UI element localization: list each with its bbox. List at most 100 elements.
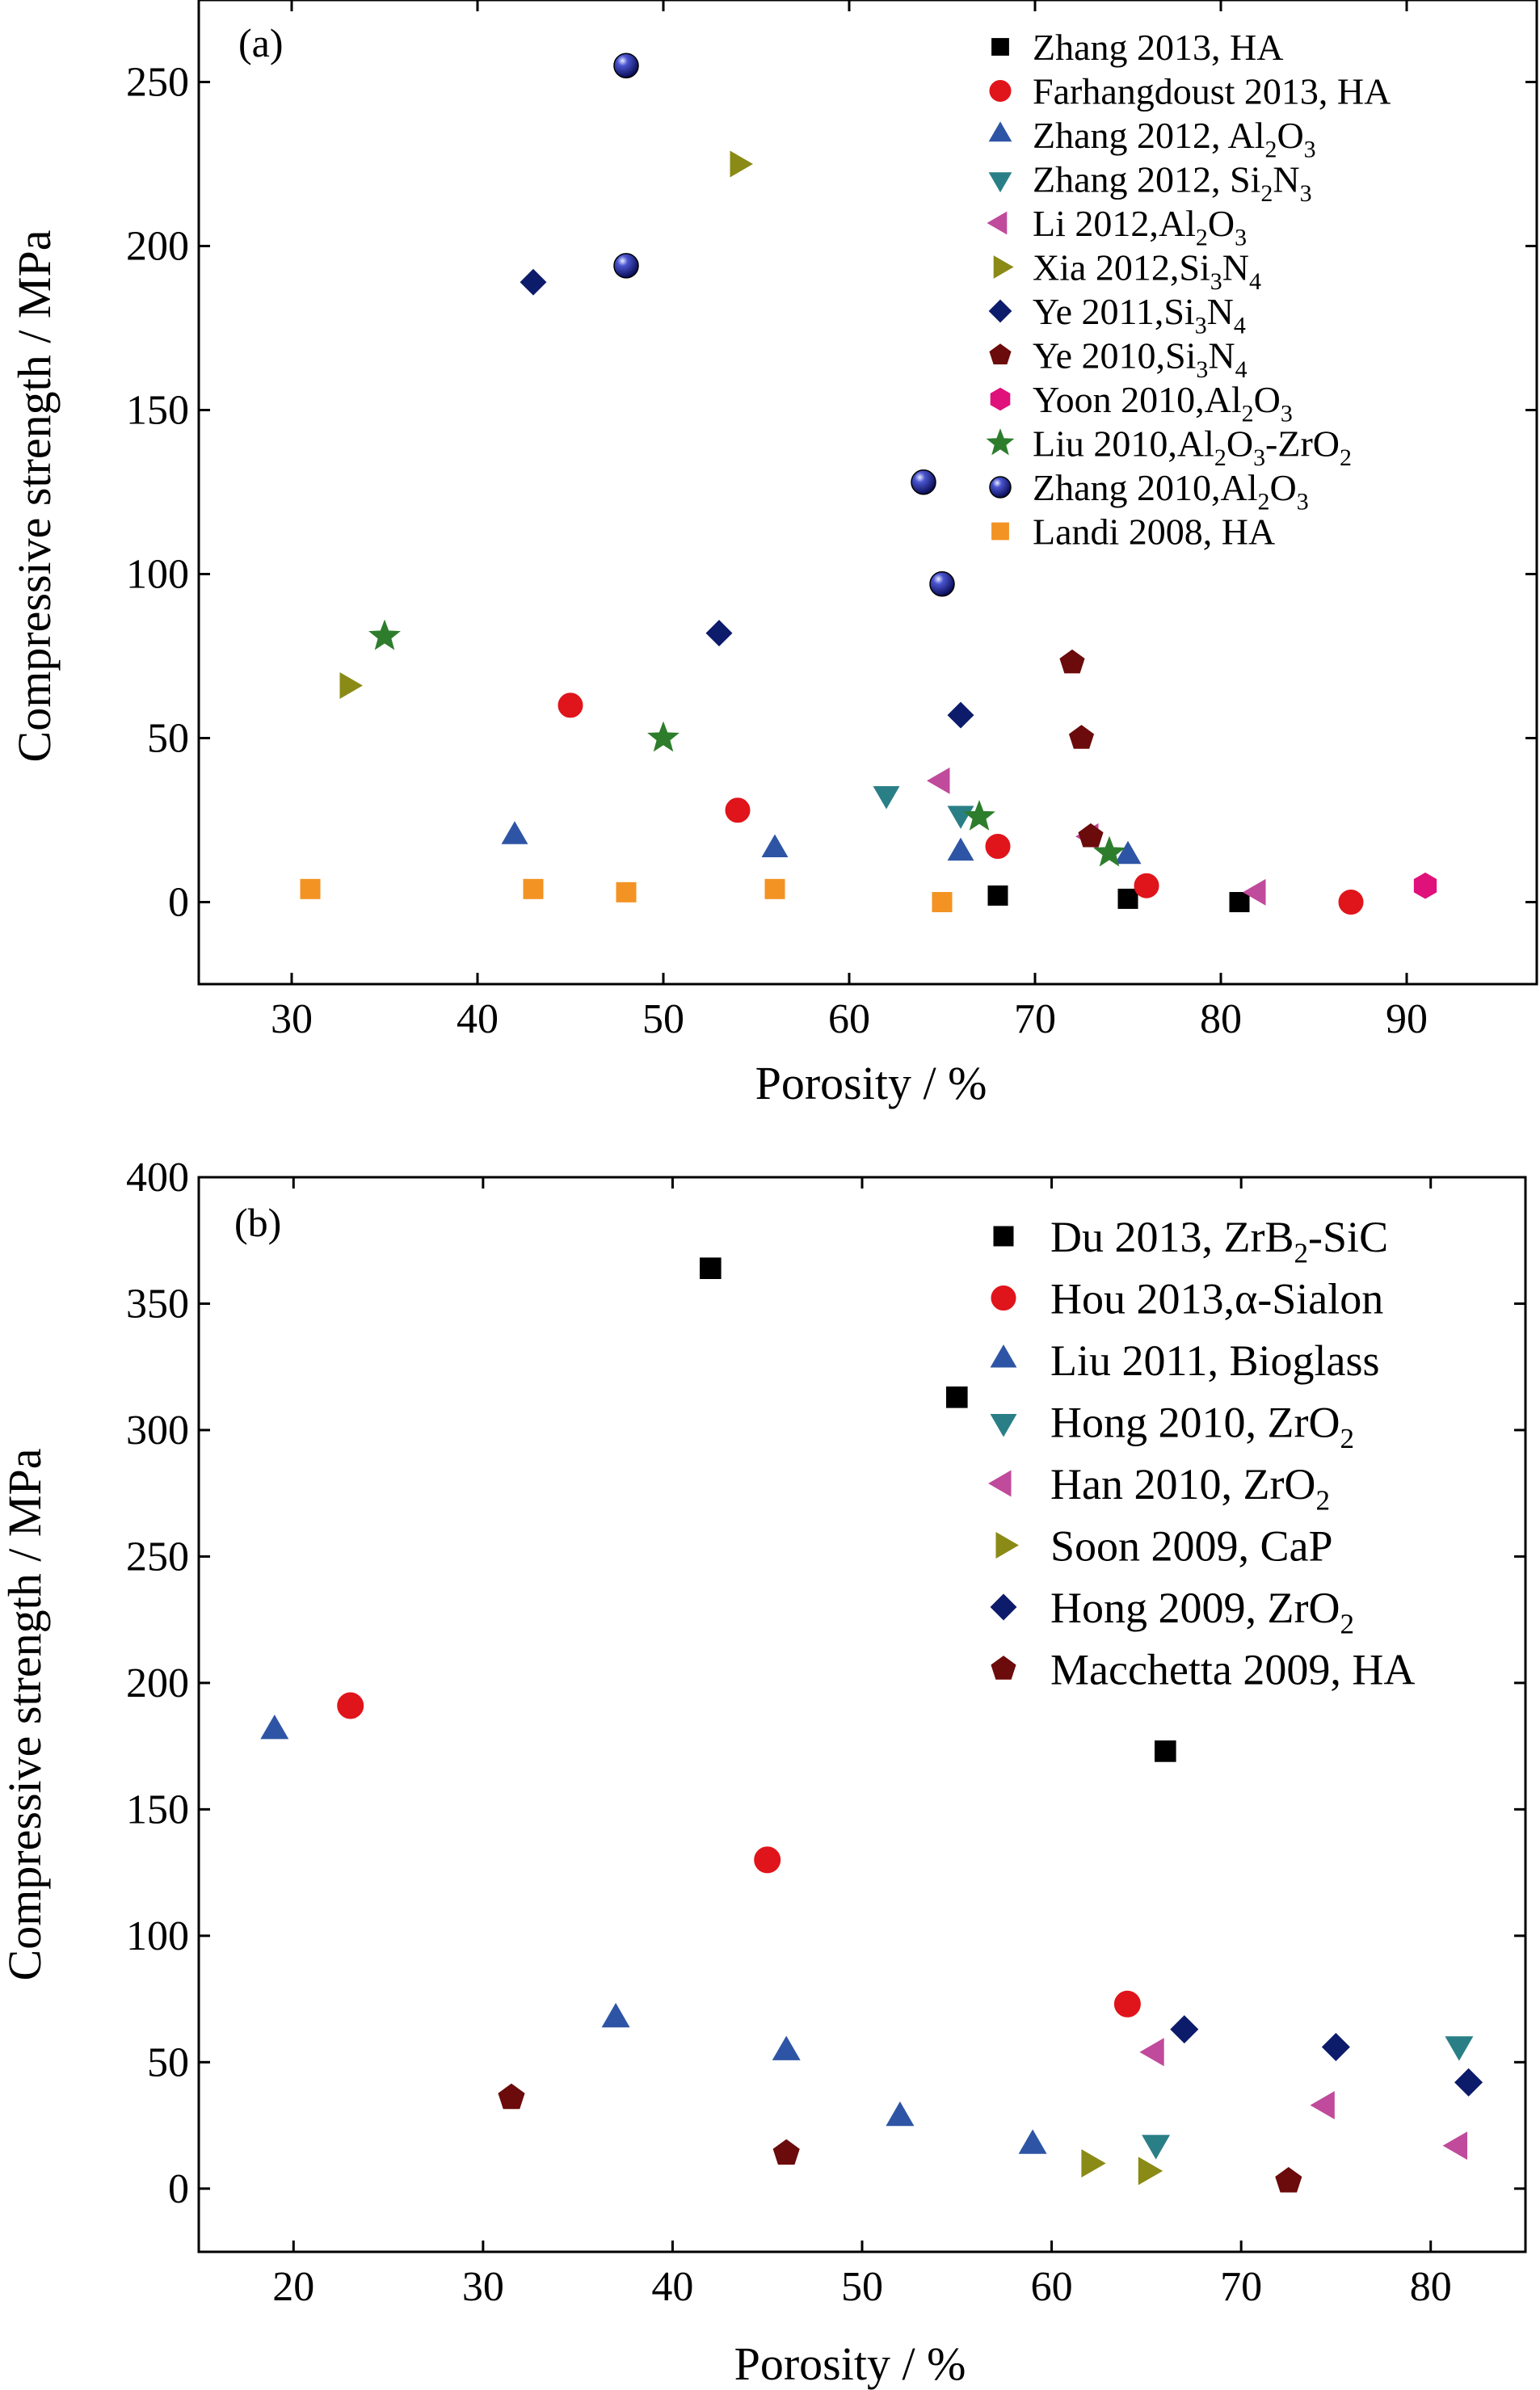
data-point <box>1068 725 1095 749</box>
data-point <box>1275 2166 1302 2193</box>
x-tick-label: 40 <box>457 996 499 1042</box>
legend-entry: Zhang 2012, Al2​O3​ <box>988 115 1316 163</box>
legend-marker <box>995 1532 1019 1559</box>
x-tick-label: 30 <box>271 996 313 1042</box>
x-tick-label: 30 <box>462 2264 504 2310</box>
legend-entry: Yoon 2010,Al2​O3​ <box>990 379 1293 427</box>
legend-label: Zhang 2012, Si2​N3​ <box>1033 159 1312 208</box>
legend-entry: Liu 2010,Al2​O3​-ZrO2​ <box>986 423 1352 472</box>
legend-label: Zhang 2010,Al2​O3​ <box>1033 467 1309 515</box>
data-point <box>647 721 680 752</box>
data-point <box>886 2101 915 2127</box>
data-point <box>1155 1740 1176 1762</box>
data-point <box>558 692 583 718</box>
legend-label: Macchetta 2009, HA <box>1050 1645 1415 1694</box>
panel-label-a: (a) <box>238 20 284 65</box>
legend-marker <box>991 38 1009 56</box>
legend-marker <box>993 1226 1014 1247</box>
legend-marker <box>991 1656 1016 1680</box>
data-point <box>730 150 753 178</box>
legend-label: Landi 2008, HA <box>1033 511 1275 553</box>
legend-label: Zhang 2012, Al2​O3​ <box>1033 115 1316 163</box>
data-point <box>1321 2032 1350 2062</box>
data-point <box>772 2035 801 2060</box>
data-point <box>1081 2149 1106 2178</box>
legend-label: Liu 2010,Al2​O3​-ZrO2​ <box>1033 423 1352 472</box>
data-point <box>1142 2135 1171 2160</box>
legend-entry: Han 2010, ZrO2​ <box>988 1460 1330 1517</box>
data-point <box>1243 878 1266 906</box>
data-point <box>1117 888 1138 909</box>
legend-label: Du 2013, ZrB2​-SiC <box>1050 1213 1388 1269</box>
data-point <box>1139 2038 1164 2067</box>
data-point <box>761 834 789 857</box>
y-tick-label: 250 <box>126 1534 189 1580</box>
x-ticks-b: 20 30 40 50 60 70 80 <box>272 1177 1452 2310</box>
data-point <box>337 1692 364 1719</box>
legend-marker <box>990 1344 1017 1368</box>
x-tick-label: 60 <box>828 996 870 1042</box>
legend-entry: Farhangdoust 2013, HA <box>989 71 1391 112</box>
y-tick-label: 150 <box>126 388 189 434</box>
data-point <box>1134 873 1159 898</box>
legend-marker <box>987 211 1008 235</box>
data-point <box>1138 2156 1163 2186</box>
y-tick-label: 250 <box>126 60 189 106</box>
x-tick-label: 70 <box>1220 2264 1262 2310</box>
legend-label: Han 2010, ZrO2​ <box>1050 1460 1330 1517</box>
data-point <box>1442 2131 1468 2161</box>
legend-entry: Ye 2011,Si3​N4​ <box>988 291 1246 339</box>
data-point <box>705 620 733 647</box>
panel-b: (b) 0 50 100 150 200 250 300 350 400 20 30 40 50 60 7… <box>0 1155 1527 2390</box>
data-point <box>772 2139 800 2165</box>
legend-entry: Zhang 2012, Si2​N3​ <box>988 159 1312 208</box>
legend-marker <box>988 121 1012 142</box>
data-point <box>613 53 639 78</box>
x-tick-label: 60 <box>1031 2264 1073 2310</box>
x-tick-label: 90 <box>1386 996 1428 1042</box>
x-ticks-a: 30 40 50 60 70 80 90 <box>271 0 1428 1042</box>
legend-entry: Soon 2009, CaP <box>995 1521 1333 1570</box>
data-point <box>911 469 936 495</box>
data-point <box>987 885 1008 906</box>
data-point <box>601 2002 630 2028</box>
legend-marker <box>988 172 1012 193</box>
legend-marker <box>989 80 1012 102</box>
data-point <box>1445 2036 1474 2061</box>
data-point <box>946 1386 968 1408</box>
data-point <box>613 253 639 279</box>
y-tick-label: 100 <box>126 1913 189 1959</box>
data-point <box>523 878 544 899</box>
data-point <box>260 1715 289 1740</box>
legend-entry: Zhang 2010,Al2​O3​ <box>989 467 1309 515</box>
data-point <box>1413 872 1437 899</box>
legend-marker <box>990 1414 1017 1437</box>
legend-label: Zhang 2013, HA <box>1033 27 1283 68</box>
legend-entry: Liu 2011, Bioglass <box>990 1336 1380 1385</box>
data-point <box>1170 2015 1199 2044</box>
x-tick-label: 80 <box>1410 2264 1452 2310</box>
legend-entry: Xia 2012,Si3​N4​ <box>993 247 1261 296</box>
data-point <box>1113 1990 1141 2018</box>
legend-label: Xia 2012,Si3​N4​ <box>1033 247 1261 296</box>
legend-label: Li 2012,Al2​O3​ <box>1033 203 1247 251</box>
data-point <box>947 837 974 861</box>
legend-label: Hong 2010, ZrO2​ <box>1050 1398 1354 1454</box>
legend-label: Yoon 2010,Al2​O3​ <box>1033 379 1293 427</box>
legend-entry: Hou 2013,α-Sialon <box>991 1274 1383 1323</box>
legend-entry: Landi 2008, HA <box>991 511 1275 553</box>
y-tick-label: 50 <box>147 716 189 762</box>
data-point <box>368 619 401 650</box>
points-a <box>300 53 1437 915</box>
legend-entry: Ye 2010,Si3​N4​ <box>989 335 1248 384</box>
data-point <box>699 1257 722 1279</box>
y-ticks-b: 0 50 100 150 200 250 300 350 400 <box>126 1155 1525 2212</box>
data-point <box>963 799 995 831</box>
data-point <box>1059 649 1085 674</box>
legend-label: Ye 2010,Si3​N4​ <box>1033 335 1248 384</box>
legend-label: Soon 2009, CaP <box>1050 1521 1333 1570</box>
x-axis-label-b: Porosity / % <box>734 2337 966 2390</box>
data-point <box>300 878 321 899</box>
legend-marker <box>993 255 1014 279</box>
